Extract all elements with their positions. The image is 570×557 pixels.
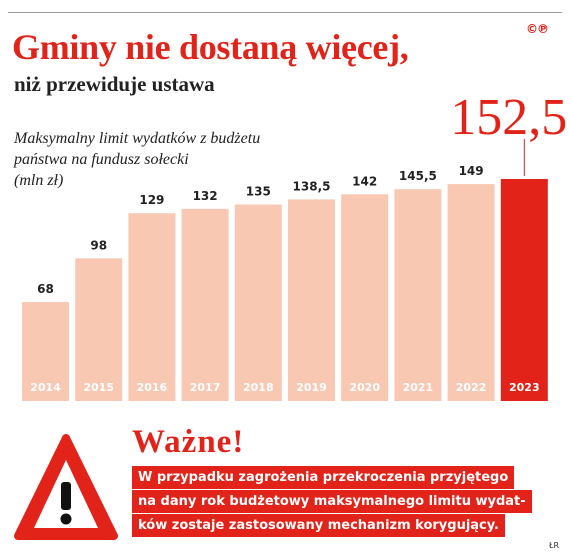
value-label: 135 bbox=[246, 184, 271, 198]
bar bbox=[128, 213, 176, 401]
year-label: 2014 bbox=[30, 381, 61, 394]
bar bbox=[288, 199, 335, 401]
value-label: 138,5 bbox=[293, 179, 331, 193]
warning-line: ków zostaje zastosowany mechanizm korygu… bbox=[132, 514, 505, 537]
value-label: 98 bbox=[90, 238, 107, 252]
year-label: 2018 bbox=[243, 381, 274, 394]
year-label: 2020 bbox=[349, 381, 380, 394]
warning-line: W przypadku zagrożenia przekroczenia prz… bbox=[132, 466, 515, 489]
bar-chart: 2014 68 2015 98 2016 129 2017 132 2018 135 2019 138… bbox=[22, 89, 567, 401]
value-label: 145,5 bbox=[399, 169, 437, 183]
copyright-mark: ©℗ bbox=[526, 22, 549, 36]
year-label: 2015 bbox=[83, 381, 114, 394]
chart-description-line: (mln zł) bbox=[14, 172, 64, 189]
value-label: 129 bbox=[139, 193, 164, 207]
top-rule bbox=[8, 12, 562, 13]
chart-description-line: Maksymalny limit wydatków z budżetu bbox=[14, 130, 261, 147]
value-label: 68 bbox=[37, 282, 54, 296]
warning-line: na dany rok budżetowy maksymalnego limit… bbox=[132, 490, 532, 513]
warning-triangle-icon bbox=[14, 432, 118, 553]
bar bbox=[341, 194, 389, 401]
page-subtitle: niż przewiduje ustawa bbox=[14, 72, 215, 96]
year-label: 2022 bbox=[456, 381, 487, 394]
value-label: 142 bbox=[352, 174, 377, 188]
year-label: 2016 bbox=[137, 381, 168, 394]
bar bbox=[22, 302, 69, 401]
value-label: 132 bbox=[193, 189, 218, 203]
warning-heading: Ważne! bbox=[132, 424, 245, 460]
year-label: 2021 bbox=[403, 381, 434, 394]
bar bbox=[500, 179, 548, 401]
bar bbox=[394, 189, 442, 401]
bar bbox=[75, 258, 123, 401]
value-label-highlight: 152,5 bbox=[450, 89, 567, 146]
value-label: 149 bbox=[459, 164, 484, 178]
bar bbox=[447, 184, 495, 401]
warning-text: W przypadku zagrożenia przekroczenia prz… bbox=[132, 466, 532, 538]
bar bbox=[234, 204, 282, 401]
page-title: Gminy nie dostaną więcej, bbox=[12, 27, 409, 67]
author-credit: ŁR bbox=[549, 541, 560, 550]
year-label: 2023 bbox=[509, 381, 540, 394]
chart-description: Maksymalny limit wydatków z budżetu pańs… bbox=[14, 128, 314, 191]
chart-description-line: państwa na fundusz sołecki bbox=[14, 151, 189, 168]
bar bbox=[181, 208, 229, 401]
year-label: 2017 bbox=[190, 381, 221, 394]
year-label: 2019 bbox=[296, 381, 327, 394]
